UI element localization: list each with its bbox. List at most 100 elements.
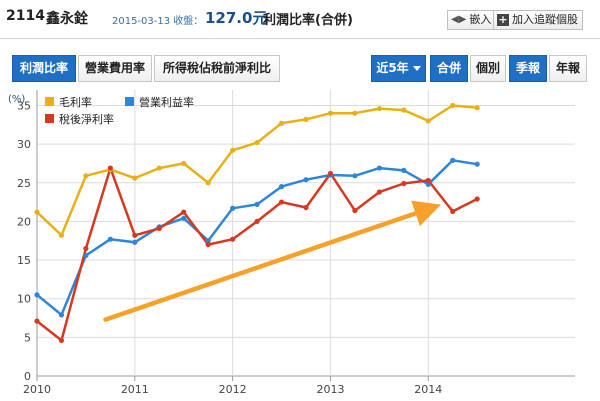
- data-point: [230, 205, 236, 211]
- data-point: [425, 181, 431, 187]
- data-point: [181, 160, 187, 167]
- stock-code: 2114: [6, 8, 45, 24]
- legend-swatch: [125, 97, 134, 106]
- data-point: [58, 312, 65, 318]
- data-point: [352, 207, 358, 214]
- y-tick-label: 25: [17, 177, 31, 190]
- tab-consolidated[interactable]: 合併: [430, 55, 468, 82]
- embed-button[interactable]: ◀▶ 嵌入: [447, 10, 497, 30]
- page-header: 2114 鑫永銓 2015-03-13 收盤： 127.0元 利潤比率(合併) …: [0, 0, 600, 38]
- data-point: [278, 120, 285, 126]
- y-tick-label: 35: [17, 99, 31, 112]
- data-point: [34, 292, 40, 298]
- data-point: [156, 165, 162, 171]
- period-dropdown[interactable]: 近5年: [371, 55, 426, 82]
- grid: [36, 90, 575, 377]
- close-price: 127.0元: [205, 9, 268, 27]
- data-point: [303, 116, 309, 122]
- data-point: [205, 241, 211, 248]
- y-tick-label: 30: [17, 138, 31, 151]
- legend-label: 毛利率: [59, 95, 92, 109]
- data-point: [83, 245, 89, 252]
- tab-annual[interactable]: 年報: [549, 55, 587, 82]
- tab-profit-ratio[interactable]: 利潤比率: [12, 55, 76, 82]
- y-axis-unit: (%): [8, 94, 25, 105]
- series-lines: [34, 102, 480, 344]
- data-point: [83, 173, 89, 179]
- tab-tax-to-pretax-ratio[interactable]: 所得稅佔稅前淨利比: [154, 55, 280, 82]
- legend-label: 稅後淨利率: [59, 112, 114, 126]
- tab-individual[interactable]: 個別: [470, 55, 506, 82]
- add-watchlist-label: 加入追蹤個股: [512, 13, 578, 26]
- data-point: [376, 189, 382, 195]
- legend-swatch: [45, 114, 54, 123]
- data-point: [401, 107, 407, 113]
- trend-arrow: [103, 200, 442, 322]
- y-tick-label: 5: [24, 331, 31, 344]
- data-point: [254, 139, 260, 146]
- data-point: [278, 199, 285, 205]
- y-tick-label: 15: [17, 254, 31, 267]
- legend-swatch: [45, 97, 54, 106]
- tab-operating-expense-ratio[interactable]: 營業費用率: [78, 55, 152, 82]
- data-point: [83, 252, 89, 259]
- add-watchlist-button[interactable]: + 加入追蹤個股: [493, 10, 583, 30]
- data-point: [352, 173, 358, 179]
- data-point: [34, 209, 40, 215]
- data-point: [401, 167, 407, 173]
- data-point: [107, 165, 113, 171]
- data-point: [401, 180, 407, 187]
- legend-label: 營業利益率: [139, 95, 194, 109]
- x-tick-label: 2013: [316, 383, 344, 396]
- y-axis-ticks: 0 5 10 15 20 25 30 35: [17, 99, 31, 383]
- data-point: [303, 177, 309, 183]
- embed-icon: ◀▶: [451, 14, 467, 25]
- data-point: [474, 105, 480, 111]
- data-point: [132, 239, 138, 245]
- data-point: [230, 236, 236, 242]
- data-point: [230, 147, 236, 153]
- data-point: [205, 180, 211, 186]
- series-line-2: [36, 166, 478, 342]
- data-point: [254, 201, 260, 207]
- data-point: [327, 110, 334, 116]
- x-tick-label: 2011: [121, 383, 149, 396]
- period-label: 近5年: [376, 61, 409, 75]
- data-point: [254, 218, 260, 225]
- chevron-down-icon: [412, 66, 421, 71]
- data-point: [156, 225, 162, 231]
- embed-label: 嵌入: [469, 13, 492, 26]
- close-date-label: 2015-03-13 收盤：: [112, 16, 204, 27]
- data-point: [58, 232, 65, 238]
- trend-arrow-line: [103, 200, 442, 322]
- stock-name: 鑫永銓: [46, 11, 88, 27]
- data-point: [450, 208, 456, 214]
- data-point: [425, 118, 431, 124]
- data-point: [425, 177, 431, 184]
- data-point: [132, 232, 138, 238]
- data-point: [181, 215, 187, 221]
- data-point: [474, 196, 480, 202]
- tab-quarterly[interactable]: 季報: [509, 55, 547, 82]
- data-point: [181, 209, 187, 215]
- data-point: [34, 318, 40, 324]
- page-title: 利潤比率(合併): [263, 13, 353, 28]
- plus-icon: +: [497, 13, 509, 26]
- data-point: [376, 105, 382, 112]
- data-point: [107, 236, 113, 242]
- data-point: [450, 157, 456, 163]
- data-point: [327, 170, 334, 177]
- data-point: [132, 175, 138, 181]
- x-axis-ticks: 2010 2011 2012 2013 2014: [23, 376, 442, 396]
- data-point: [303, 204, 309, 211]
- y-tick-label: 10: [17, 293, 31, 306]
- data-point: [58, 337, 65, 344]
- data-point: [474, 161, 480, 167]
- data-point: [376, 165, 382, 171]
- x-tick-label: 2010: [23, 383, 51, 396]
- y-tick-label: 20: [17, 215, 31, 228]
- y-tick-label: 0: [24, 370, 31, 383]
- data-point: [278, 184, 285, 190]
